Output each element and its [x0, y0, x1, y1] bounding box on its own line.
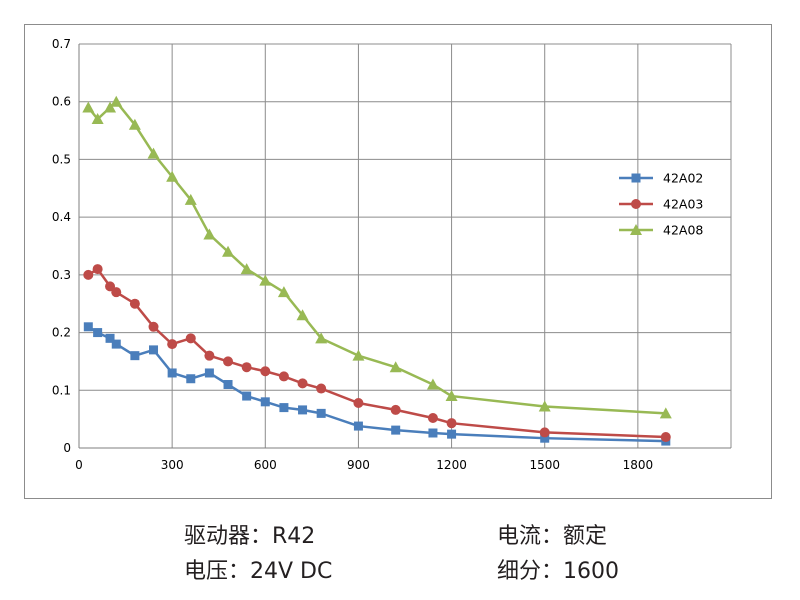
data-point-42A02 — [298, 405, 308, 415]
data-point-42A08 — [296, 309, 309, 321]
x-tick-label: 1200 — [436, 458, 467, 472]
y-tick-label: 0 — [63, 441, 71, 455]
legend-marker-42A08 — [630, 224, 642, 235]
data-point-42A08 — [445, 390, 458, 402]
y-tick-label: 0.5 — [52, 152, 71, 166]
data-point-42A02 — [242, 391, 252, 401]
data-point-42A08 — [389, 361, 402, 373]
data-point-42A03 — [353, 397, 364, 408]
chart-frame: 0 0.1 0.2 0.3 0.4 0.5 0.6 0.7 0 300 600 900 1200 1500… — [24, 24, 772, 499]
data-point-42A02 — [316, 408, 326, 418]
data-point-42A02 — [149, 345, 159, 355]
x-tick-label: 600 — [254, 458, 277, 472]
y-tick-label: 0.6 — [52, 95, 71, 109]
data-point-42A02 — [540, 433, 550, 443]
data-point-42A08 — [659, 407, 672, 419]
data-point-42A03 — [297, 378, 308, 389]
data-point-42A03 — [111, 287, 122, 298]
caption-voltage: 电压：24V DC — [184, 559, 333, 584]
caption-microstep: 细分：1600 — [497, 559, 619, 584]
data-point-42A08 — [91, 113, 104, 125]
series-line-42A03 — [87, 267, 666, 439]
data-point-42A08 — [104, 101, 117, 113]
caption-driver: 驱动器：R42 — [184, 524, 316, 549]
y-tick-label: 0.2 — [52, 326, 71, 340]
series-line-42A08 — [87, 100, 666, 415]
data-point-42A08 — [352, 349, 365, 361]
y-tick-label: 0.4 — [52, 210, 71, 224]
data-point-42A08 — [222, 245, 235, 257]
data-point-42A03 — [92, 264, 103, 275]
torque-speed-chart: 0 0.1 0.2 0.3 0.4 0.5 0.6 0.7 0 300 600 900 1200 1500… — [52, 37, 732, 472]
data-point-42A02 — [167, 368, 177, 378]
data-point-42A03 — [316, 383, 327, 394]
data-point-42A08 — [259, 274, 272, 286]
data-point-42A02 — [204, 368, 214, 378]
x-tick-label: 300 — [161, 458, 184, 472]
data-point-42A03 — [185, 333, 196, 344]
data-point-42A08 — [277, 286, 290, 298]
legend-label: 42A02 — [663, 171, 703, 186]
data-point-42A02 — [279, 403, 289, 413]
data-point-42A08 — [315, 332, 328, 344]
data-point-42A08 — [166, 170, 179, 182]
x-tick-label: 900 — [347, 458, 370, 472]
x-tick-label: 1800 — [623, 458, 654, 472]
data-point-42A02 — [130, 351, 140, 361]
data-point-42A03 — [390, 404, 401, 415]
y-tick-label: 0.1 — [52, 383, 71, 397]
data-point-42A03 — [260, 366, 271, 377]
data-point-42A02 — [83, 322, 93, 332]
data-point-42A03 — [83, 269, 94, 280]
data-point-42A03 — [539, 427, 550, 438]
data-point-42A03 — [427, 412, 438, 423]
data-point-42A03 — [167, 339, 178, 350]
data-point-42A08 — [538, 400, 551, 412]
data-point-42A02 — [223, 380, 233, 390]
x-tick-label: 0 — [75, 458, 83, 472]
data-point-42A03 — [278, 371, 289, 382]
legend-label: 42A03 — [663, 197, 703, 212]
data-point-42A08 — [110, 95, 123, 107]
data-point-42A03 — [446, 418, 457, 429]
data-point-42A08 — [184, 193, 197, 205]
data-point-42A03 — [660, 432, 671, 443]
y-tick-label: 0.7 — [52, 37, 71, 51]
data-point-42A08 — [82, 101, 95, 113]
legend-marker-42A03 — [631, 199, 641, 209]
data-point-42A02 — [186, 374, 196, 384]
data-point-42A02 — [105, 333, 115, 343]
data-point-42A02 — [260, 397, 270, 407]
legend-label: 42A08 — [663, 223, 703, 238]
data-point-42A03 — [148, 321, 159, 332]
data-point-42A03 — [241, 362, 252, 373]
data-point-42A02 — [111, 339, 121, 349]
data-point-42A03 — [204, 350, 215, 361]
data-point-42A02 — [428, 428, 438, 438]
y-tick-label: 0.3 — [52, 268, 71, 282]
caption-current: 电流：额定 — [497, 524, 608, 549]
legend-marker-42A02 — [631, 173, 641, 183]
data-point-42A02 — [447, 429, 457, 439]
data-point-42A08 — [203, 228, 216, 240]
data-point-42A08 — [128, 118, 141, 130]
data-point-42A02 — [391, 425, 401, 435]
data-point-42A03 — [129, 298, 140, 309]
x-tick-label: 1500 — [529, 458, 560, 472]
data-point-42A08 — [240, 263, 253, 275]
data-point-42A02 — [93, 328, 103, 338]
data-point-42A02 — [353, 421, 363, 431]
data-point-42A08 — [147, 147, 160, 159]
data-point-42A03 — [223, 356, 234, 367]
data-point-42A08 — [426, 378, 439, 390]
